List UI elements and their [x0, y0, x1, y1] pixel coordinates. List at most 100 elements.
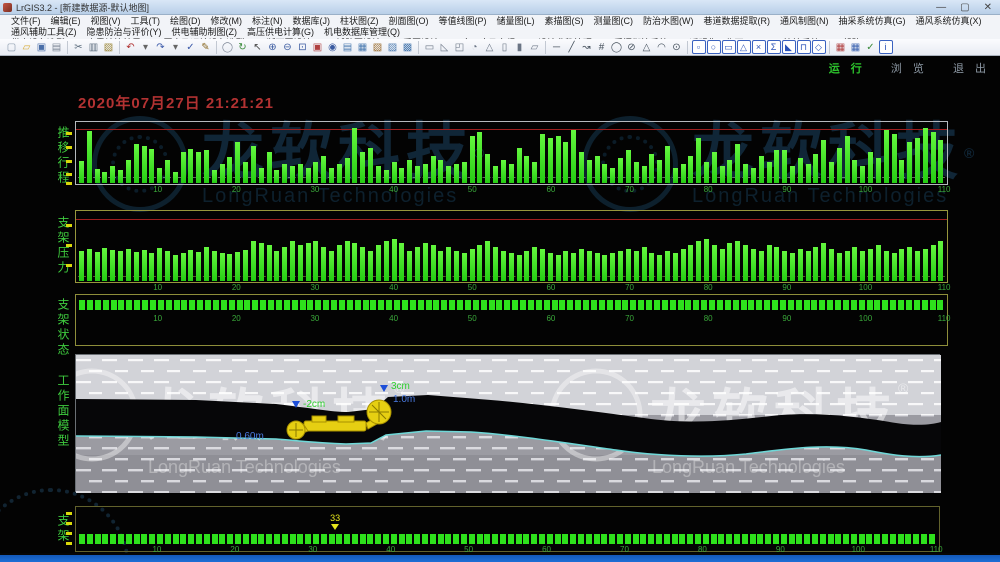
menu-item-17[interactable]: 抽采系统仿真(G)	[838, 16, 906, 26]
menu-item-11[interactable]: 储量图(L)	[496, 16, 535, 26]
menu-item-8[interactable]: 柱状图(Z)	[340, 16, 379, 26]
table-view-icon[interactable]: ▩	[402, 41, 413, 53]
format-check-icon[interactable]: ✓	[186, 41, 195, 53]
menu-item-4[interactable]: 绘图(D)	[170, 16, 201, 26]
status-x-ticks: 10 20 30 40 50 60 70 80 90 100 110	[79, 314, 950, 324]
tile-view-icon[interactable]: ▦	[357, 41, 368, 53]
menu-item-16[interactable]: 通风制图(N)	[780, 16, 829, 26]
menu-item-19[interactable]: 通风辅助工具(Z)	[11, 27, 77, 37]
draw-hatch-icon[interactable]: #	[598, 41, 605, 53]
symbol-triangle-icon[interactable]: △	[736, 40, 751, 54]
bar	[852, 160, 858, 183]
menu-item-2[interactable]: 视图(V)	[90, 16, 121, 26]
bar	[829, 162, 834, 183]
draw-triangle-icon[interactable]: △	[642, 41, 651, 53]
zoom-out-icon[interactable]: ⊖	[283, 41, 292, 53]
menu-item-13[interactable]: 测量图(C)	[593, 16, 634, 26]
map-canvas[interactable]: 龙软科技® LongRuan Technologies 龙软科技® LongRu…	[0, 56, 1000, 553]
minimize-button[interactable]: —	[936, 1, 947, 13]
paste-icon[interactable]: ▧	[103, 41, 114, 53]
draw-line-icon[interactable]: ─	[552, 41, 561, 53]
draw-arc-icon[interactable]: ◠	[657, 41, 666, 53]
menu-item-7[interactable]: 数据库(J)	[292, 16, 331, 26]
save-icon[interactable]: ▣	[36, 41, 47, 53]
edit-pen-icon[interactable]: ✎	[201, 41, 210, 53]
measure-edit-icon[interactable]: ▱	[530, 41, 539, 53]
menu-item-23[interactable]: 机电数据库管理(Q)	[324, 27, 400, 37]
support-square	[281, 534, 288, 544]
bar	[641, 247, 647, 281]
new-view-icon[interactable]: ▤	[342, 41, 353, 53]
menu-item-22[interactable]: 高压供电计算(G)	[247, 27, 314, 37]
grid-blue-icon[interactable]: ▦	[850, 41, 861, 53]
maximize-button[interactable]: ▢	[960, 1, 970, 13]
zoom-window-icon[interactable]: ⊡	[298, 41, 307, 53]
select-icon[interactable]: ↖	[253, 41, 262, 53]
exit-button[interactable]: 退 出	[952, 63, 990, 75]
menu-item-5[interactable]: 修改(M)	[210, 16, 243, 26]
zoom-in-icon[interactable]: ⊕	[268, 41, 277, 53]
cut-icon[interactable]: ✂	[74, 41, 83, 53]
symbol-rect-icon[interactable]: ▭	[721, 40, 736, 54]
browse-button[interactable]: 浏 览	[890, 63, 928, 75]
run-button[interactable]: 运 行	[828, 63, 866, 75]
menu-item-0[interactable]: 文件(F)	[11, 16, 41, 26]
symbol-sigma-icon[interactable]: Σ	[766, 40, 781, 54]
menu-item-9[interactable]: 剖面图(O)	[388, 16, 429, 26]
map-view-icon[interactable]: ▨	[387, 41, 398, 53]
menu-item-12[interactable]: 素描图(S)	[544, 16, 584, 26]
close-button[interactable]: ✕	[983, 1, 992, 13]
measure-corner-icon[interactable]: ◰	[454, 41, 465, 53]
draw-curve-icon[interactable]: ↝	[582, 41, 591, 53]
symbol-circle-icon[interactable]: ○	[706, 40, 721, 54]
menu-item-18[interactable]: 通风系统仿真(X)	[915, 16, 982, 26]
print-icon[interactable]: ▤	[51, 41, 62, 53]
zoom-center-icon[interactable]: ◉	[328, 41, 337, 53]
menu-item-15[interactable]: 巷道数据提取(R)	[703, 16, 771, 26]
bar	[774, 150, 780, 183]
redo-dropdown-icon[interactable]: ▾	[172, 41, 179, 53]
apply-check-icon[interactable]: ✓	[866, 41, 875, 53]
symbol-diamond-icon[interactable]: ◇	[811, 40, 826, 54]
measure-band-icon[interactable]: ▯	[501, 41, 508, 53]
bar	[805, 164, 811, 183]
symbol-cross-icon[interactable]: ×	[751, 40, 766, 54]
support-square	[874, 534, 881, 544]
menu-item-21[interactable]: 供电辅助制图(Z)	[171, 27, 238, 37]
measure-bar-icon[interactable]: ▮	[516, 41, 523, 53]
menu-item-3[interactable]: 工具(T)	[130, 16, 161, 26]
measure-arc-icon[interactable]: ◔	[471, 41, 478, 53]
bar	[532, 247, 538, 281]
support-square	[449, 300, 456, 310]
symbol-bracket-icon[interactable]: ⊓	[796, 40, 811, 54]
copy-icon[interactable]: ▥	[88, 41, 99, 53]
draw-polyline-icon[interactable]: ╱	[568, 41, 575, 53]
layer-view-icon[interactable]: ▧	[372, 41, 383, 53]
info-icon[interactable]: i	[878, 40, 893, 54]
measure-slope-icon[interactable]: ◺	[440, 41, 449, 53]
redraw-icon[interactable]: ↻	[238, 41, 247, 53]
grid-red-icon[interactable]: ▦	[835, 41, 846, 53]
symbol-square-icon[interactable]: ▫	[691, 40, 706, 54]
menu-item-20[interactable]: 隐患防治与评价(Y)	[86, 27, 162, 37]
open-icon[interactable]: ▱	[22, 41, 31, 53]
undo-dropdown-icon[interactable]: ▾	[142, 41, 149, 53]
draw-ellipse-icon[interactable]: ⊘	[627, 41, 636, 53]
draw-circle-icon[interactable]: ◯	[610, 41, 623, 53]
support-square	[118, 300, 125, 310]
measure-triangle-icon[interactable]: △	[485, 41, 494, 53]
toolbar-separator	[687, 40, 688, 54]
pan-icon[interactable]: ◯	[221, 41, 234, 53]
redo-icon[interactable]: ↷	[156, 41, 165, 53]
menu-item-10[interactable]: 等值线图(P)	[438, 16, 487, 26]
menu-item-14[interactable]: 防治水图(W)	[643, 16, 694, 26]
menu-item-1[interactable]: 编辑(E)	[50, 16, 81, 26]
draw-point-icon[interactable]: ⊙	[672, 41, 681, 53]
measure-rect-icon[interactable]: ▭	[424, 41, 435, 53]
undo-icon[interactable]: ↶	[126, 41, 135, 53]
new-icon[interactable]: ▢	[6, 41, 17, 53]
support-square	[315, 300, 322, 310]
symbol-corner-icon[interactable]: ◣	[781, 40, 796, 54]
full-display-icon[interactable]: ▣	[312, 41, 323, 53]
menu-item-6[interactable]: 标注(N)	[252, 16, 283, 26]
